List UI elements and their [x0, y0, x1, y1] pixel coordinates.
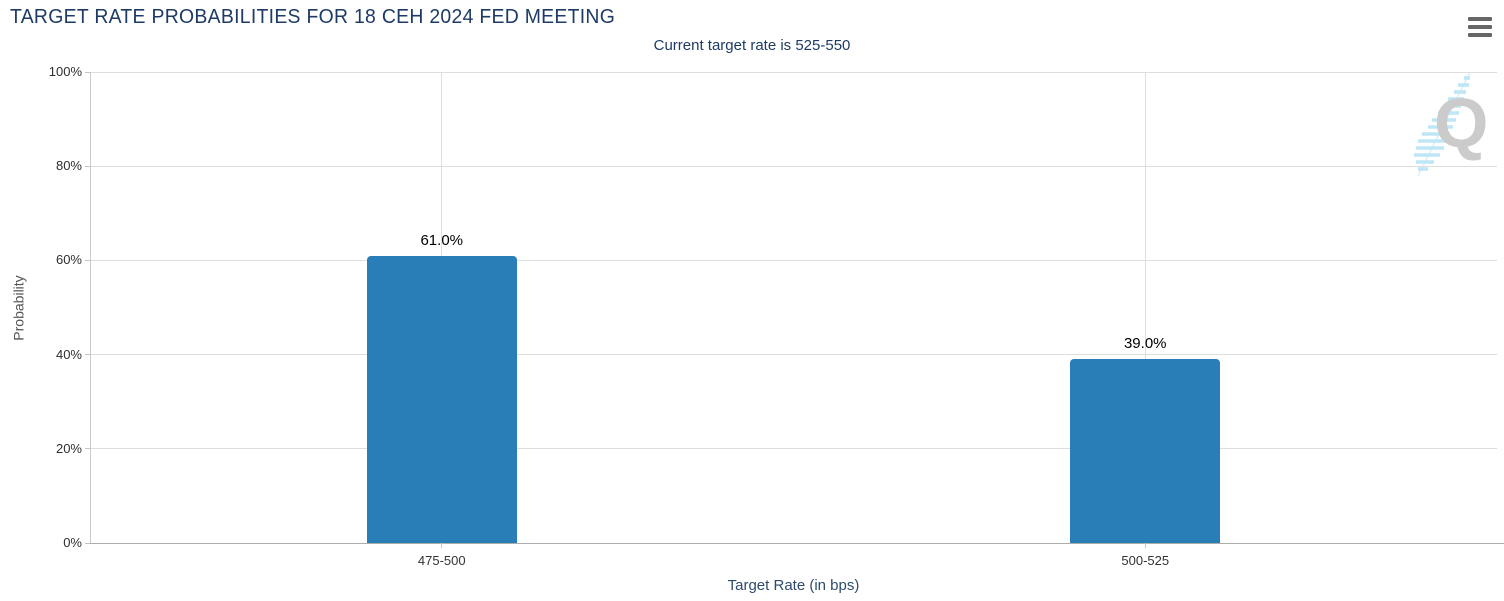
y-axis-tick — [85, 259, 90, 261]
hamburger-menu-icon[interactable] — [1468, 17, 1492, 37]
y-axis-tick — [85, 542, 90, 544]
y-gridline — [90, 542, 1504, 544]
y-axis-line — [90, 72, 91, 543]
x-axis-tick — [441, 543, 443, 548]
hamburger-bar — [1468, 33, 1492, 37]
y-gridline — [90, 165, 1497, 167]
chart-bar-475-500[interactable] — [366, 255, 517, 543]
bar-value-label: 61.0% — [420, 231, 464, 249]
y-axis-tick — [85, 165, 90, 167]
quikstrike-watermark-q-letter: Q — [1434, 84, 1489, 162]
x-axis-title: Target Rate (in bps) — [727, 577, 860, 594]
hamburger-bar — [1468, 25, 1492, 29]
y-gridline — [90, 71, 1497, 73]
y-tick-label: 40% — [55, 346, 82, 362]
page-title: TARGET RATE PROBABILITIES FOR 18 CEH 202… — [10, 6, 616, 28]
quikstrike-watermark-swoosh-icon — [1414, 71, 1471, 177]
x-category-label: 475-500 — [417, 553, 466, 568]
y-axis-tick — [85, 354, 90, 356]
y-tick-label: 60% — [55, 252, 82, 268]
x-category-label: 500-525 — [1121, 553, 1170, 568]
y-gridline — [90, 259, 1497, 261]
y-gridline — [90, 354, 1497, 356]
x-axis-tick — [1144, 543, 1146, 548]
hamburger-bar — [1468, 17, 1492, 21]
y-axis-tick — [85, 71, 90, 73]
x-gridline — [1144, 72, 1146, 543]
y-axis-tick — [85, 448, 90, 450]
y-tick-label: 100% — [48, 64, 82, 79]
chart-subtitle: Current target rate is 525-550 — [653, 37, 851, 54]
y-tick-label: 80% — [55, 158, 82, 174]
y-tick-label: 0% — [63, 535, 82, 550]
bar-value-label: 39.0% — [1123, 335, 1167, 353]
y-gridline — [90, 448, 1497, 450]
y-axis-title: Probability — [10, 275, 27, 341]
chart-bar-500-525[interactable] — [1070, 359, 1221, 543]
y-tick-label: 20% — [55, 440, 82, 456]
